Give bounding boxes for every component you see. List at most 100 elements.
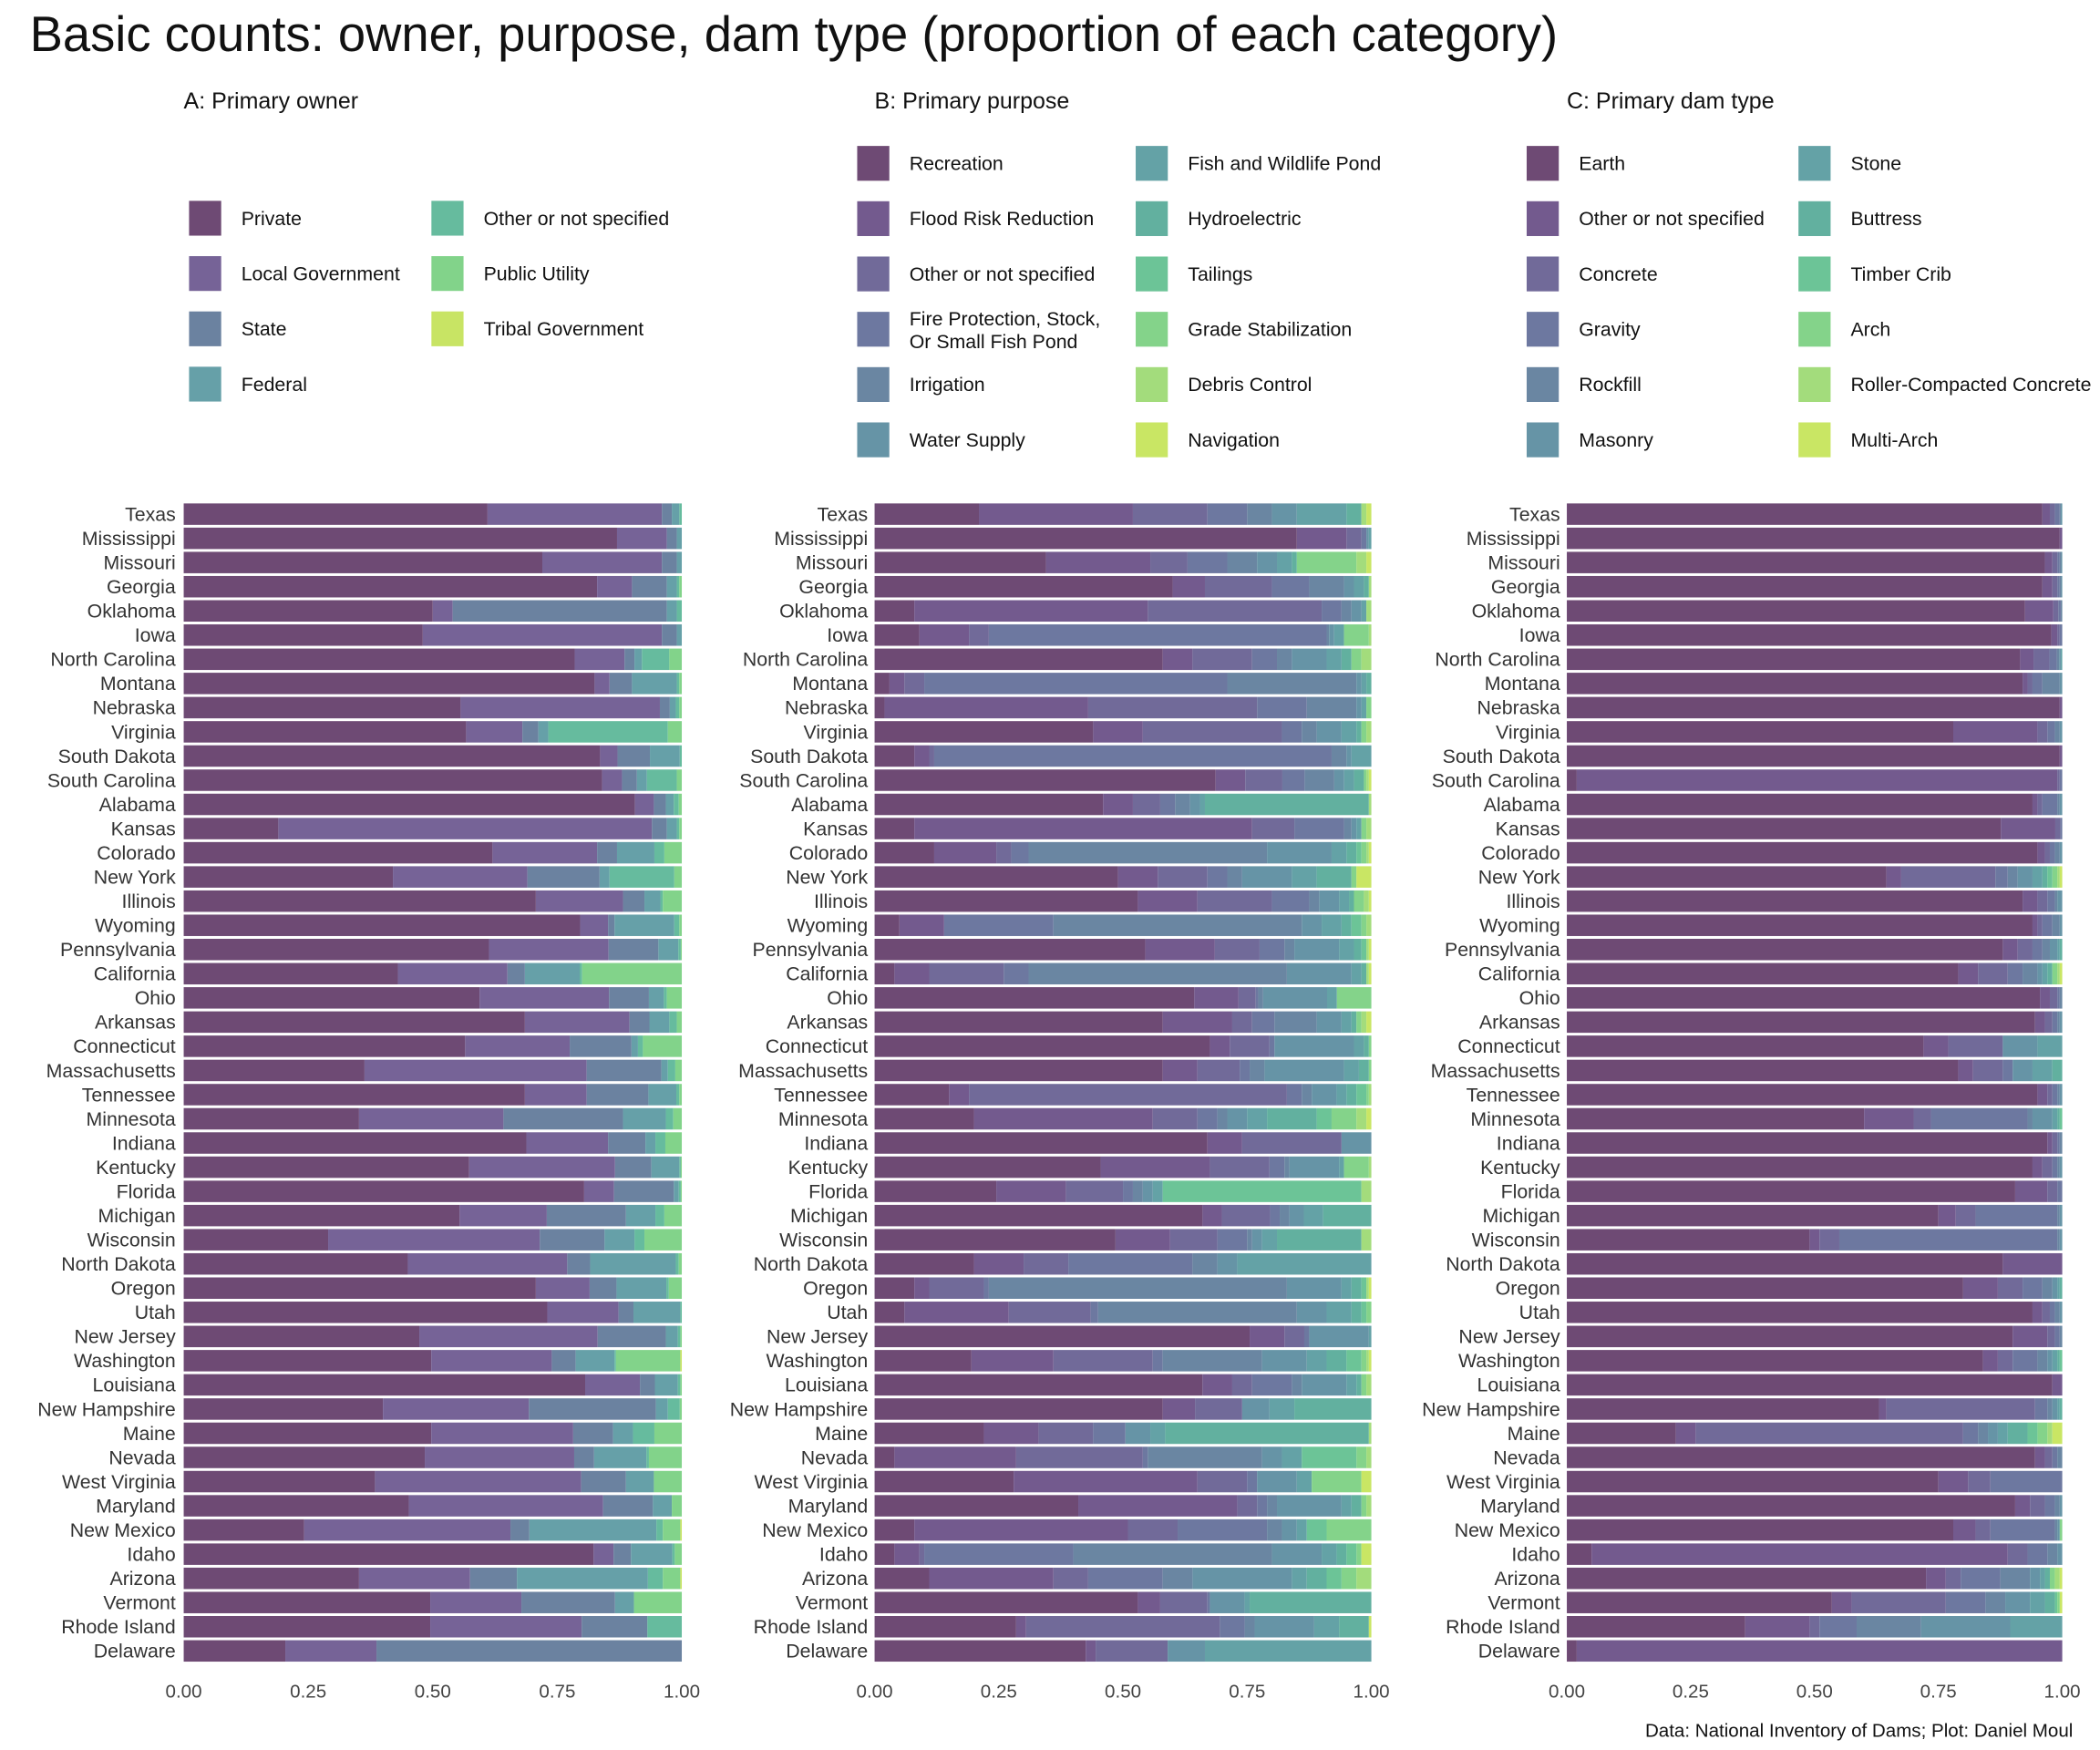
bar-segment [663,1567,681,1590]
bar-segment [579,962,582,985]
legend-label: State [242,318,287,340]
bar-segment [1309,1325,1369,1348]
legend-swatch [1798,422,1831,458]
bar-segment [996,1180,1066,1202]
bar-row [1567,624,2063,646]
legend-item: Other or not specified [431,201,669,236]
state-label: Maine [815,1423,868,1445]
bar-segment [2037,1035,2063,1057]
bar-segment [631,1543,673,1565]
bar-segment [874,575,1173,598]
legend-swatch [1798,366,1831,402]
bar-segment [1985,1591,2006,1613]
bar-segment [874,866,1118,888]
bar-segment [2014,1495,2031,1517]
bar-segment [1267,1107,1317,1130]
bar-segment [2027,1422,2038,1445]
bar-segment [567,1252,591,1275]
bar-segment [1356,818,1362,839]
x-tick-label: 1.00 [664,1682,700,1703]
bar-segment [2054,1302,2060,1323]
bar-segment [632,575,667,598]
state-label: Oklahoma [88,601,176,623]
bar-segment [580,914,609,936]
bar-segment [654,1374,678,1396]
bar-segment [2059,1302,2063,1323]
bar-segment [1259,938,1285,961]
bar-segment [1316,866,1352,888]
bar-segment [651,1156,680,1179]
legend-label: Tailings [1188,263,1252,285]
bar-row [183,1374,683,1396]
bar-segment [1361,1180,1372,1202]
bar-segment [594,673,610,695]
state-label: Ohio [827,987,868,1009]
bar-segment [2044,1567,2050,1590]
bar-segment [1292,551,1297,573]
bar-segment [1241,1398,1270,1420]
bar-segment [1238,987,1256,1009]
bar-segment [2059,1398,2063,1420]
bar-segment [2002,1059,2013,1082]
bar-segment [1277,1229,1362,1251]
bar-segment [874,1229,1116,1251]
bar-segment [1339,1616,1369,1638]
bar-segment [874,1132,1208,1154]
bar-segment [874,551,1046,573]
bar-segment [1364,769,1367,791]
bars: TexasMississippiMissouriGeorgiaOklahomaI… [730,503,1372,1662]
bar-segment [1227,1107,1248,1130]
bar-segment [1346,1374,1357,1396]
bar-segment [2037,841,2045,864]
bar-segment [538,721,549,743]
legend-label: Federal [242,374,307,396]
bar-row [874,1229,1372,1251]
state-label: Arizona [1494,1568,1560,1590]
bar-segment [2057,987,2060,1009]
bar-segment [679,673,683,695]
bar-segment [460,696,660,719]
bar-segment [1100,1156,1210,1179]
bar-segment [973,1107,1153,1130]
state-label: New Jersey [74,1326,176,1348]
legend-label: Buttress [1850,208,1921,230]
bar-segment [2057,1084,2060,1106]
bar-segment [1366,1302,1372,1323]
bar-segment [664,1132,683,1154]
bar-segment [665,1107,674,1130]
bar-segment [899,914,944,936]
state-label: Nebraska [93,697,176,719]
bar-segment [1178,1518,1268,1541]
bar-segment [655,1398,668,1420]
bar-segment [1271,890,1310,912]
bar-segment [1217,1252,1238,1275]
bar-segment [524,1084,587,1106]
bar-segment [2020,648,2034,671]
bar-row [874,769,1372,791]
state-label: Wyoming [95,915,176,937]
bar-segment [983,1277,989,1300]
state-label: New Hampshire [1422,1398,1560,1420]
bar-segment [2054,1567,2060,1590]
bar-segment [1148,600,1323,622]
bar-segment [527,866,600,888]
legend-item: Tailings [1136,256,1252,292]
bar-segment [2032,938,2043,961]
bar-segment [2053,600,2059,622]
bar-segment [1125,1422,1151,1445]
bar-segment [1819,1229,1839,1251]
bar-segment [874,648,1163,671]
bar-segment [1165,1422,1369,1445]
bar-segment [679,696,683,719]
state-label: Kentucky [788,1157,869,1179]
legend-label: Rockfill [1579,374,1642,396]
legend-swatch [189,311,221,346]
bar-segment [1745,1616,1810,1638]
bar-segment [2032,1302,2043,1323]
bar-segment [1567,1059,1959,1082]
bar-segment [648,1084,677,1106]
bar-segment [1117,866,1158,888]
bar-segment [1995,866,2008,888]
bar-segment [1351,914,1362,936]
